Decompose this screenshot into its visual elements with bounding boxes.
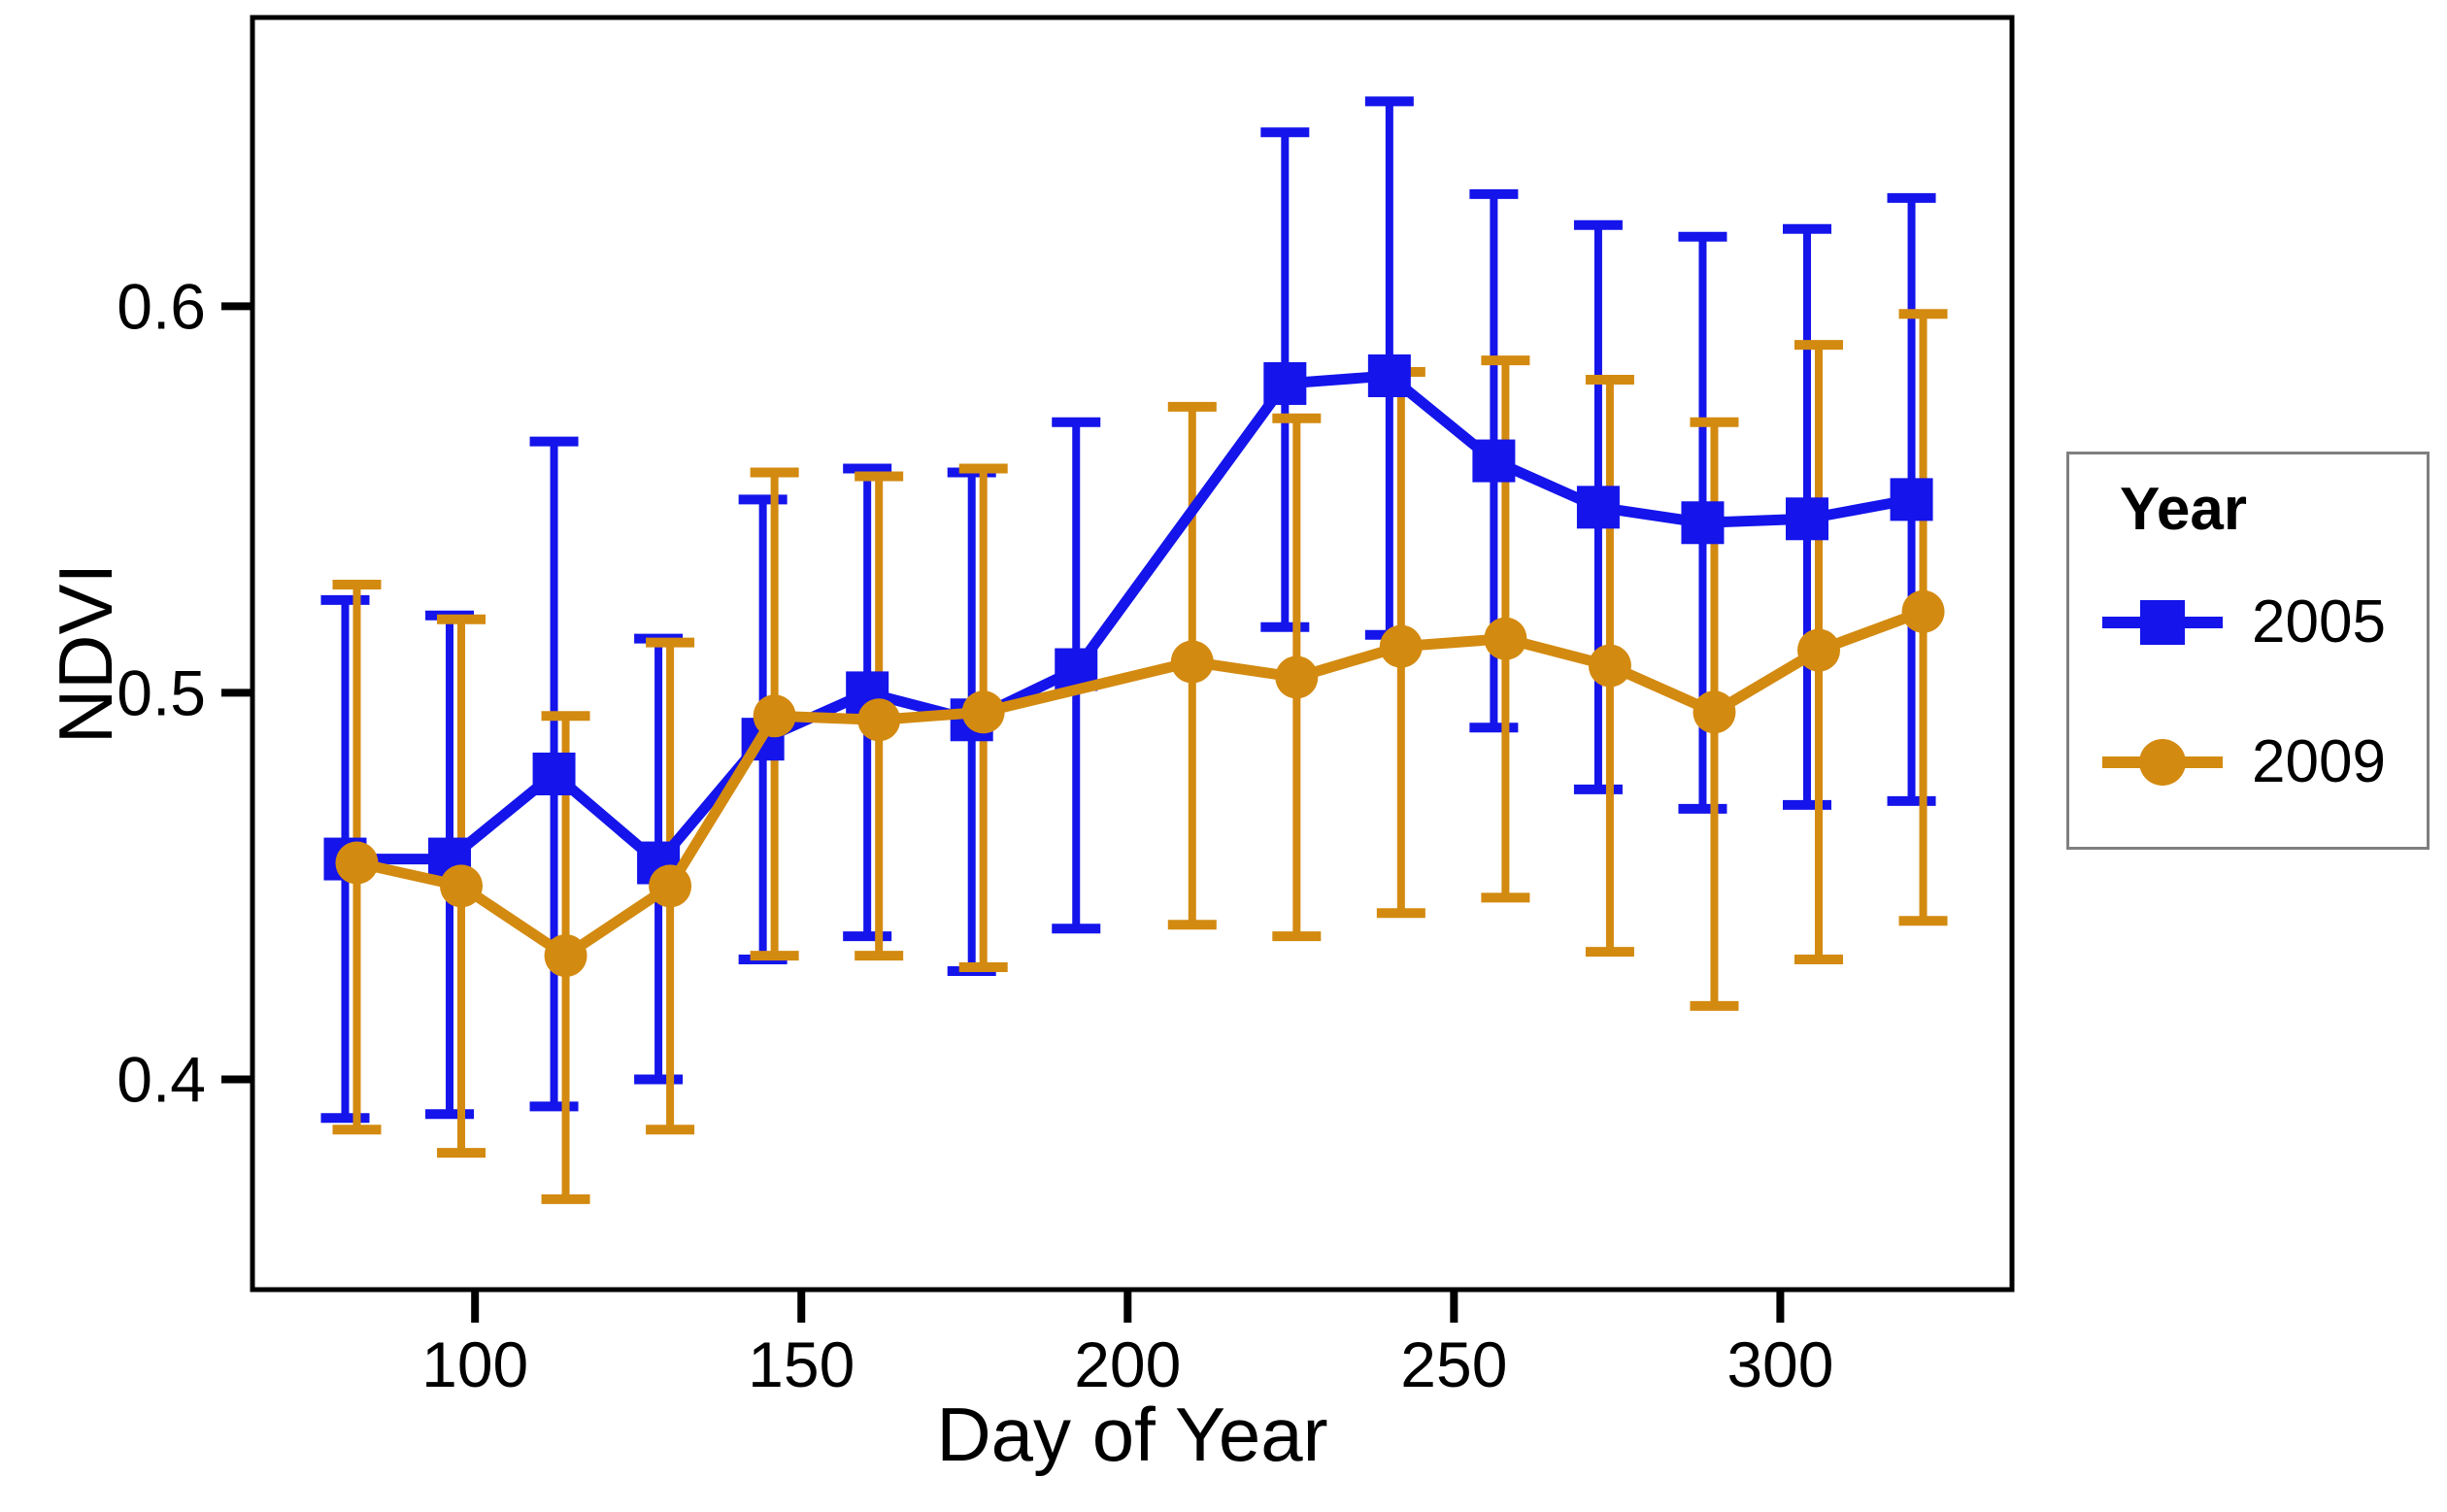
data-point-2005 [1576, 486, 1620, 529]
data-point-2009 [961, 690, 1005, 734]
data-point-2005 [1263, 361, 1307, 405]
data-point-2009 [857, 698, 901, 742]
data-point-2005 [532, 752, 576, 795]
plot-border [250, 15, 2015, 1293]
data-point-2005 [1367, 353, 1411, 397]
x-tick-label: 150 [748, 1328, 855, 1400]
x-tick-label: 300 [1726, 1328, 1833, 1400]
x-tick-label: 100 [421, 1328, 528, 1400]
x-axis-title: Day of Year [936, 1392, 1328, 1477]
legend-entry-2009: 2009 [2102, 728, 2386, 796]
y-tick-label: 0.6 [117, 270, 206, 342]
data-point-2009 [1693, 690, 1736, 734]
y-tick-label: 0.4 [117, 1043, 206, 1115]
data-point-2009 [1588, 644, 1631, 688]
data-point-2009 [335, 841, 379, 885]
legend-entry-label: 2005 [2252, 588, 2386, 655]
series-line-2009 [355, 606, 1926, 961]
data-point-2005 [1786, 497, 1829, 541]
legend-marker-2005 [2102, 600, 2223, 645]
legend-entry-2005: 2005 [2102, 588, 2386, 656]
data-point-2009 [649, 864, 692, 908]
series-line-2005 [345, 370, 1913, 869]
x-tick-label: 200 [1074, 1328, 1181, 1400]
data-point-2009 [1797, 628, 1841, 672]
data-point-2005 [1681, 501, 1725, 545]
data-point-2005 [1890, 478, 1933, 521]
legend-marker-2009 [2102, 739, 2223, 786]
data-point-2009 [753, 694, 796, 738]
y-axis-title: NDVI [43, 562, 128, 745]
legend-entry-label: 2009 [2252, 728, 2386, 795]
data-point-2009 [1484, 617, 1527, 660]
data-point-2009 [1379, 624, 1423, 668]
data-point-2009 [1275, 655, 1319, 699]
legend-title: Year [2120, 476, 2248, 543]
data-point-2009 [544, 934, 587, 978]
data-point-2009 [1170, 640, 1214, 684]
data-point-2009 [440, 864, 484, 908]
data-point-2009 [1901, 589, 1945, 633]
y-tick-label: 0.5 [117, 656, 206, 728]
x-tick-label: 250 [1400, 1328, 1507, 1400]
data-point-2005 [1472, 439, 1516, 483]
legend-box: Year 2005 2009 [2066, 452, 2430, 850]
